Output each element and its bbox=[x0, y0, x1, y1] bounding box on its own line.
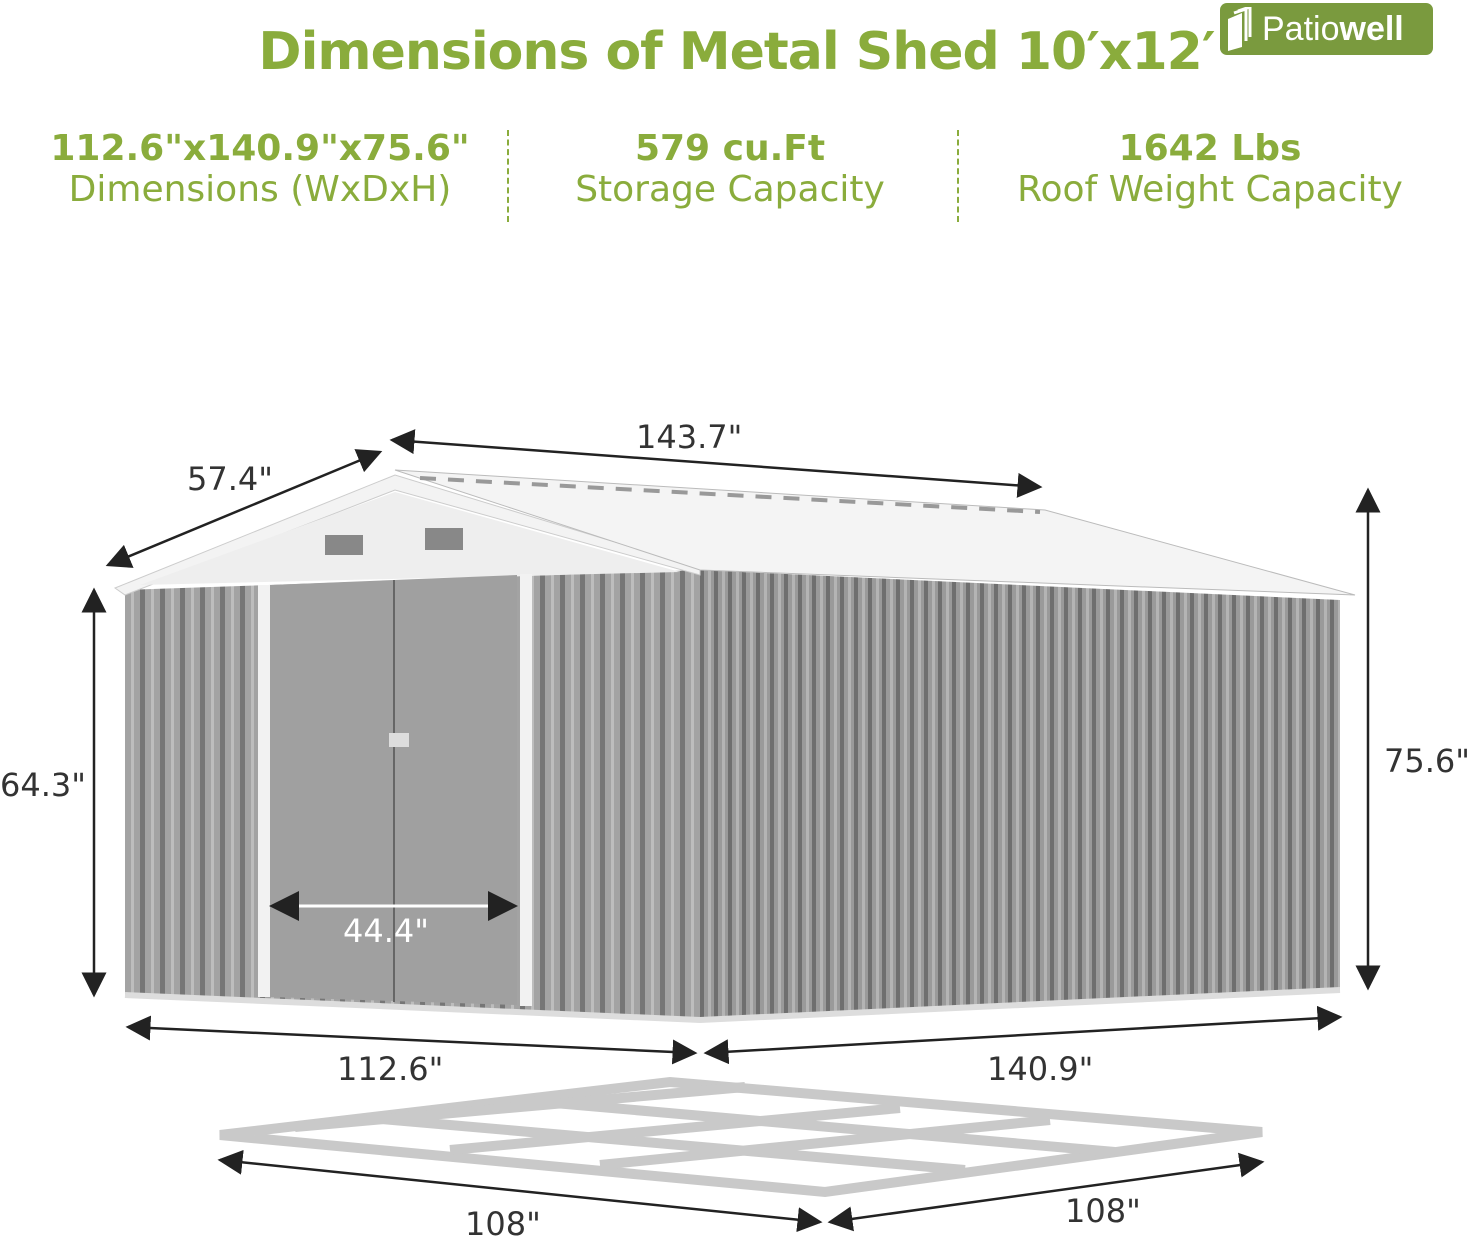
label-side-depth: 140.9" bbox=[987, 1050, 1094, 1088]
label-roof-slope: 57.4" bbox=[187, 460, 273, 498]
shed-side-wall bbox=[700, 570, 1340, 1020]
divider bbox=[507, 130, 509, 222]
page-title: Dimensions of Metal Shed 10′x12′ bbox=[258, 22, 1215, 82]
label-front-width: 112.6" bbox=[337, 1050, 444, 1088]
label-peak-height: 75.6" bbox=[1384, 742, 1470, 780]
spec-dimensions: 112.6"x140.9"x75.6" Dimensions (WxDxH) bbox=[50, 128, 470, 210]
box-logo-icon bbox=[1228, 7, 1252, 51]
label-roof-length: 143.7" bbox=[636, 418, 743, 456]
label-base-width: 108" bbox=[465, 1205, 541, 1239]
label-door-width: 44.4" bbox=[343, 912, 429, 950]
label-wall-height: 64.3" bbox=[0, 766, 86, 804]
divider bbox=[957, 130, 959, 222]
spec-storage: 579 cu.Ft Storage Capacity bbox=[575, 128, 885, 210]
spec-roof-weight: 1642 Lbs Roof Weight Capacity bbox=[1017, 128, 1403, 210]
dimension-lines bbox=[81, 429, 1381, 1233]
label-base-depth: 108" bbox=[1065, 1192, 1141, 1230]
brand-logo: Patiowell bbox=[1220, 3, 1433, 55]
